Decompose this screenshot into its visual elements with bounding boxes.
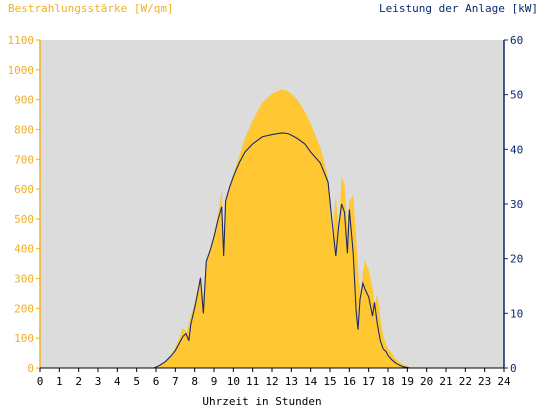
x-tick-label: 13 [285,375,298,388]
left-tick-label: 900 [14,94,34,107]
x-tick-label: 9 [211,375,218,388]
right-tick-label: 50 [510,89,523,102]
left-tick-label: 0 [27,362,34,375]
x-tick-label: 24 [497,375,511,388]
right-tick-label: 30 [510,198,523,211]
x-tick-label: 11 [246,375,259,388]
x-tick-label: 5 [133,375,140,388]
x-tick-label: 6 [153,375,160,388]
x-tick-label: 3 [95,375,102,388]
x-tick-label: 4 [114,375,121,388]
x-axis-title: Uhrzeit in Stunden [202,395,321,408]
left-tick-label: 800 [14,123,34,136]
left-tick-label: 600 [14,183,34,196]
left-tick-label: 300 [14,273,34,286]
power-line [40,132,504,369]
x-tick-label: 19 [401,375,414,388]
right-axis-title: Leistung der Anlage [kW] [379,2,538,15]
series-group [40,89,504,369]
x-tick-label: 21 [439,375,452,388]
left-tick-label: 100 [14,332,34,345]
x-tick-label: 17 [362,375,375,388]
axes-group: 0100200300400500600700800900100011000102… [8,34,524,388]
x-tick-label: 7 [172,375,179,388]
right-tick-label: 10 [510,307,523,320]
right-tick-label: 0 [510,362,517,375]
x-tick-label: 10 [227,375,240,388]
x-tick-label: 1 [56,375,63,388]
left-tick-label: 400 [14,243,34,256]
left-tick-label: 1100 [8,34,35,47]
left-tick-label: 700 [14,153,34,166]
right-tick-label: 20 [510,253,523,266]
x-tick-label: 22 [459,375,472,388]
left-tick-label: 500 [14,213,34,226]
x-tick-label: 8 [191,375,198,388]
x-tick-label: 18 [381,375,394,388]
left-tick-label: 1000 [8,64,35,77]
x-tick-label: 0 [37,375,44,388]
irradiance-area [40,89,504,368]
x-tick-label: 16 [343,375,356,388]
x-tick-label: 15 [323,375,336,388]
x-tick-label: 2 [75,375,82,388]
left-tick-label: 200 [14,302,34,315]
right-tick-label: 60 [510,34,523,47]
x-tick-label: 23 [478,375,491,388]
x-tick-label: 14 [304,375,318,388]
x-tick-label: 20 [420,375,433,388]
right-tick-label: 40 [510,143,523,156]
x-tick-label: 12 [265,375,278,388]
left-axis-title: Bestrahlungsstärke [W/qm] [8,2,174,15]
